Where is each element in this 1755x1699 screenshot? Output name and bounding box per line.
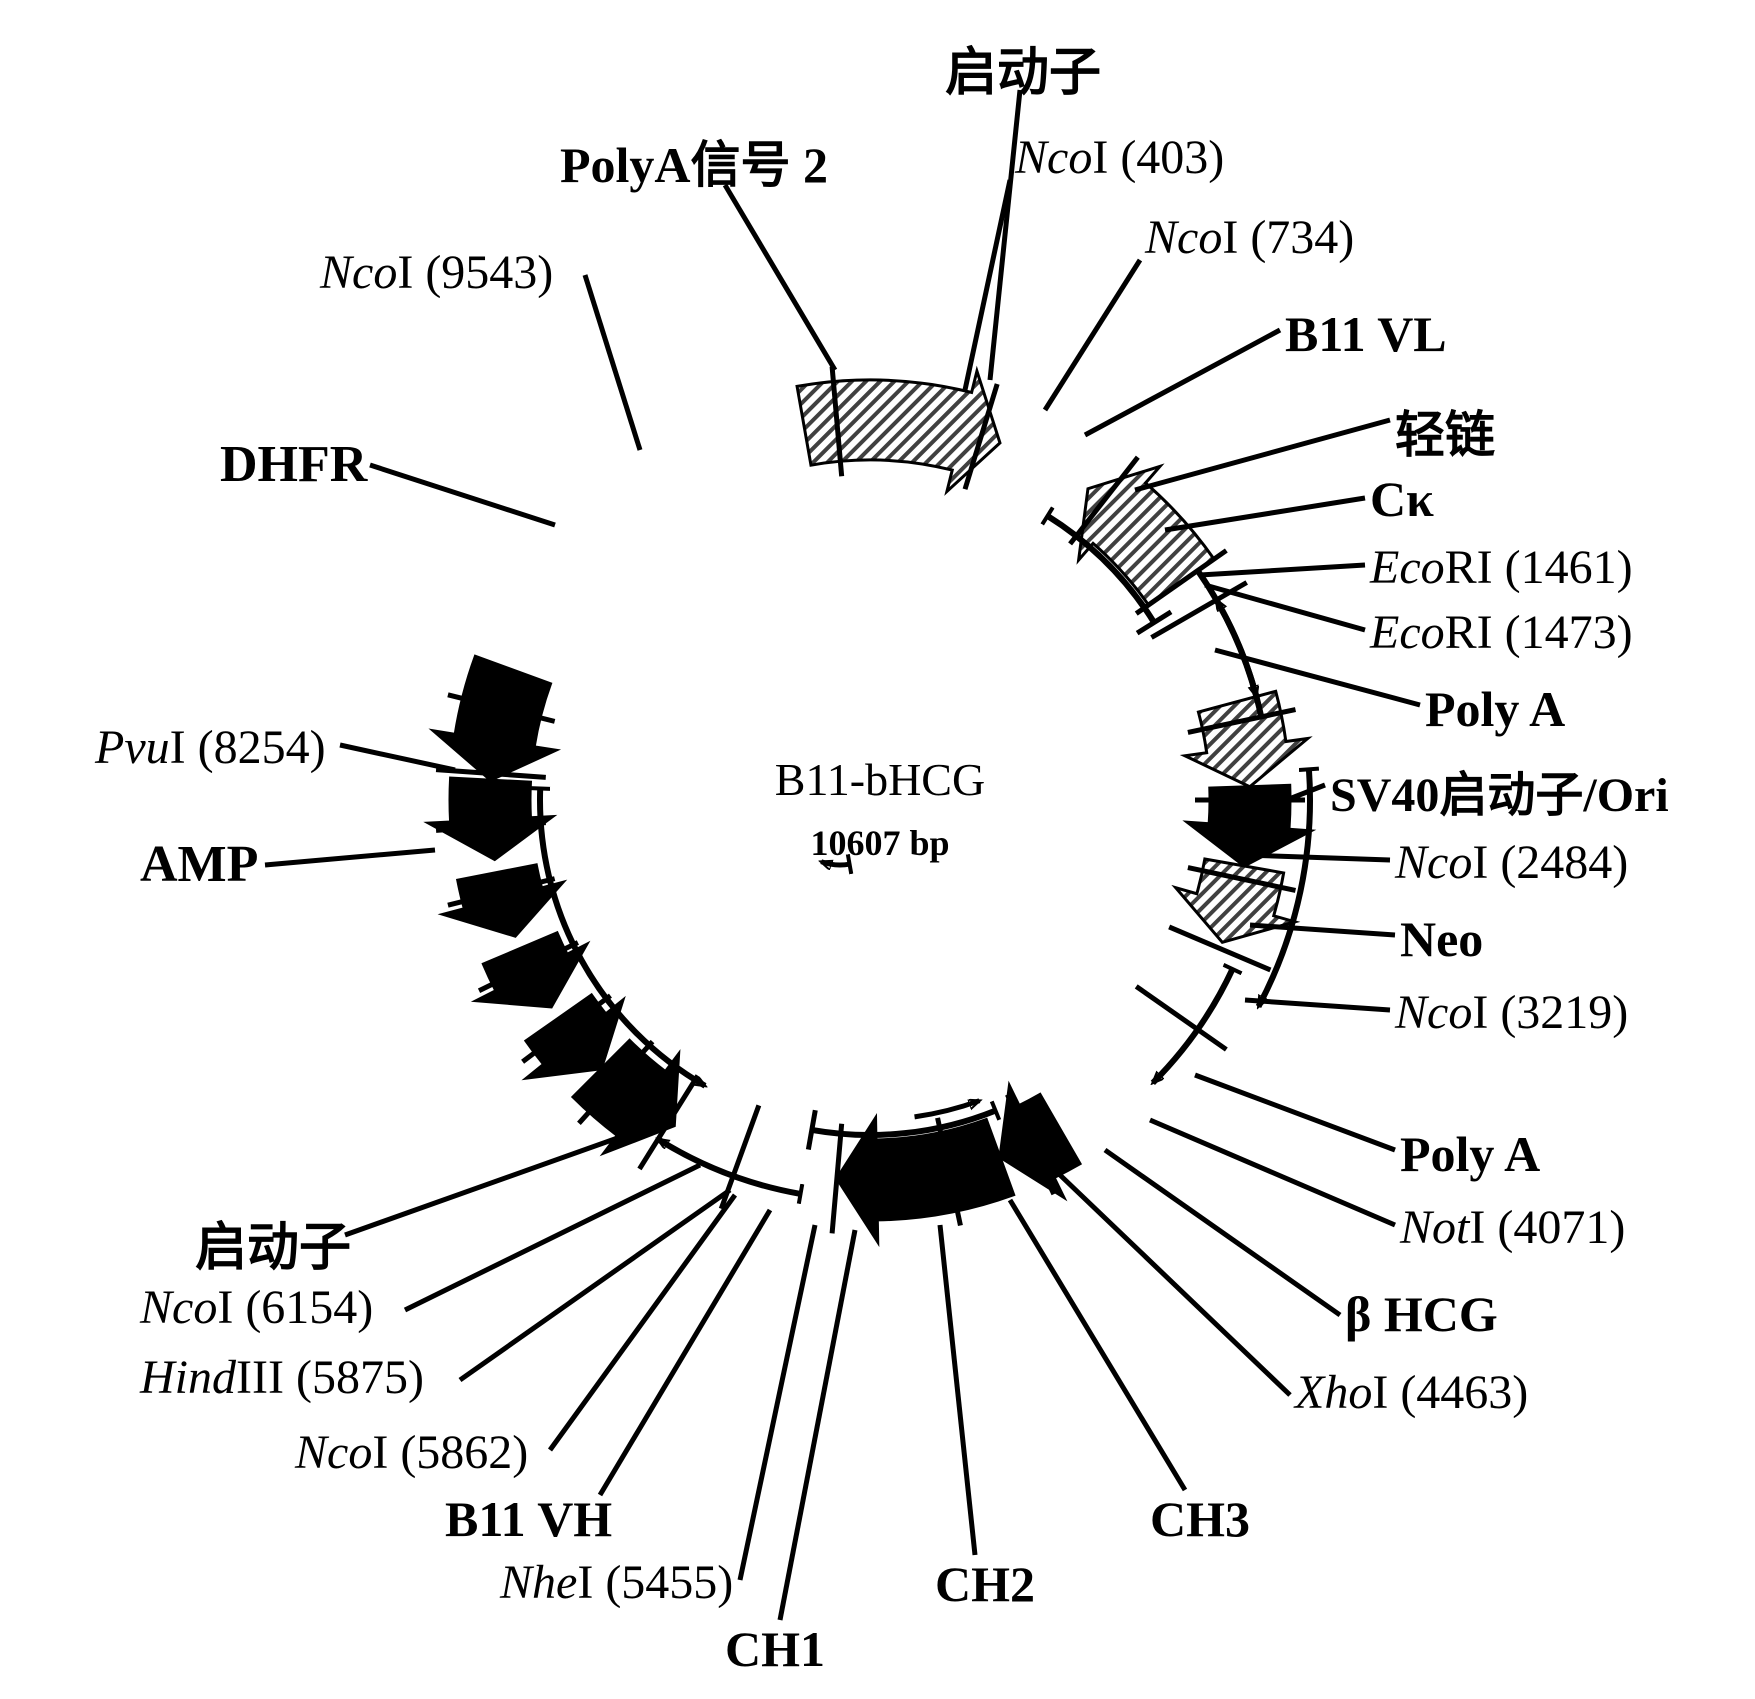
label-b11-vl: B11 VL	[1285, 305, 1447, 363]
label-polyA-1: Poly A	[1425, 680, 1565, 738]
leader-line	[550, 1195, 735, 1450]
feature-arrow	[429, 778, 553, 859]
label-polyA2: PolyA信号 2	[560, 125, 828, 197]
label-ckappa: Cκ	[1370, 470, 1434, 528]
leader-line	[405, 1165, 700, 1310]
label-sv40: SV40启动子/Ori	[1330, 755, 1669, 825]
leader-line	[1250, 925, 1395, 935]
label-ncoI-6154: NcoI (6154)	[140, 1280, 373, 1335]
label-ch1: CH1	[725, 1620, 825, 1678]
leader-line	[1085, 330, 1280, 435]
label-light-chain: 轻链	[1395, 395, 1495, 467]
label-amp: AMP	[140, 835, 258, 894]
label-ecoRI-1473: EcoRI (1473)	[1370, 605, 1633, 660]
leader-line	[1165, 498, 1365, 530]
label-ncoI-403: NcoI (403)	[1015, 130, 1224, 185]
leader-line	[1245, 1000, 1390, 1010]
leader-line	[1045, 260, 1140, 410]
label-ncoI-3219: NcoI (3219)	[1395, 985, 1628, 1040]
plasmid-size: 10607 bp	[810, 823, 949, 863]
plasmid-map: B11-bHCG 10607 bp 启动子 PolyA信号 2 NcoI (403) N…	[0, 0, 1755, 1699]
plasmid-title: B11-bHCG	[775, 754, 985, 805]
label-polyA-2: Poly A	[1400, 1125, 1540, 1183]
label-ncoI-5862: NcoI (5862)	[295, 1425, 528, 1480]
label-dhfr: DHFR	[220, 435, 367, 494]
label-promoter-top: 启动子	[945, 30, 1101, 105]
leader-line	[370, 465, 555, 525]
feature-arrow	[1185, 691, 1308, 786]
neo-inner-arrow	[915, 1101, 980, 1117]
leader-line	[345, 1130, 640, 1235]
leader-line	[1195, 1075, 1395, 1150]
label-ncoI-2484: NcoI (2484)	[1395, 835, 1628, 890]
label-hindIII-5875: HindIII (5875)	[140, 1350, 424, 1405]
label-nheI-5455: NheI (5455)	[500, 1555, 733, 1610]
label-bHCG: β HCG	[1345, 1285, 1498, 1343]
leader-line	[965, 180, 1010, 390]
leader-line	[265, 850, 435, 865]
leader-line	[1060, 1175, 1290, 1395]
label-pvuI-8254: PvuI (8254)	[95, 720, 326, 775]
leader-line	[1010, 1200, 1185, 1490]
label-ncoI-9543: NcoI (9543)	[320, 245, 553, 300]
leader-line	[725, 185, 835, 370]
leader-line	[600, 1210, 770, 1495]
label-promoter-left: 启动子	[195, 1205, 351, 1280]
label-ch3: CH3	[1150, 1490, 1250, 1548]
label-neo: Neo	[1400, 910, 1483, 968]
leader-line	[780, 1230, 855, 1620]
label-ncoI-734: NcoI (734)	[1145, 210, 1354, 265]
leader-line	[740, 1225, 815, 1580]
leader-line	[585, 275, 640, 450]
leader-line	[1200, 565, 1365, 575]
feature-arrow	[1176, 859, 1295, 942]
leader-line	[1245, 855, 1390, 860]
ring-tick	[1136, 986, 1226, 1049]
leader-line	[1135, 420, 1390, 490]
label-notI-4071: NotI (4071)	[1400, 1200, 1625, 1255]
label-ecoRI-1461: EcoRI (1461)	[1370, 540, 1633, 595]
label-ch2: CH2	[935, 1555, 1035, 1613]
leader-line	[340, 745, 455, 770]
leader-line	[1105, 1150, 1340, 1315]
leader-line	[940, 1225, 975, 1555]
label-xhoI-4463: XhoI (4463)	[1295, 1365, 1528, 1420]
label-b11-vh: B11 VH	[445, 1490, 612, 1548]
